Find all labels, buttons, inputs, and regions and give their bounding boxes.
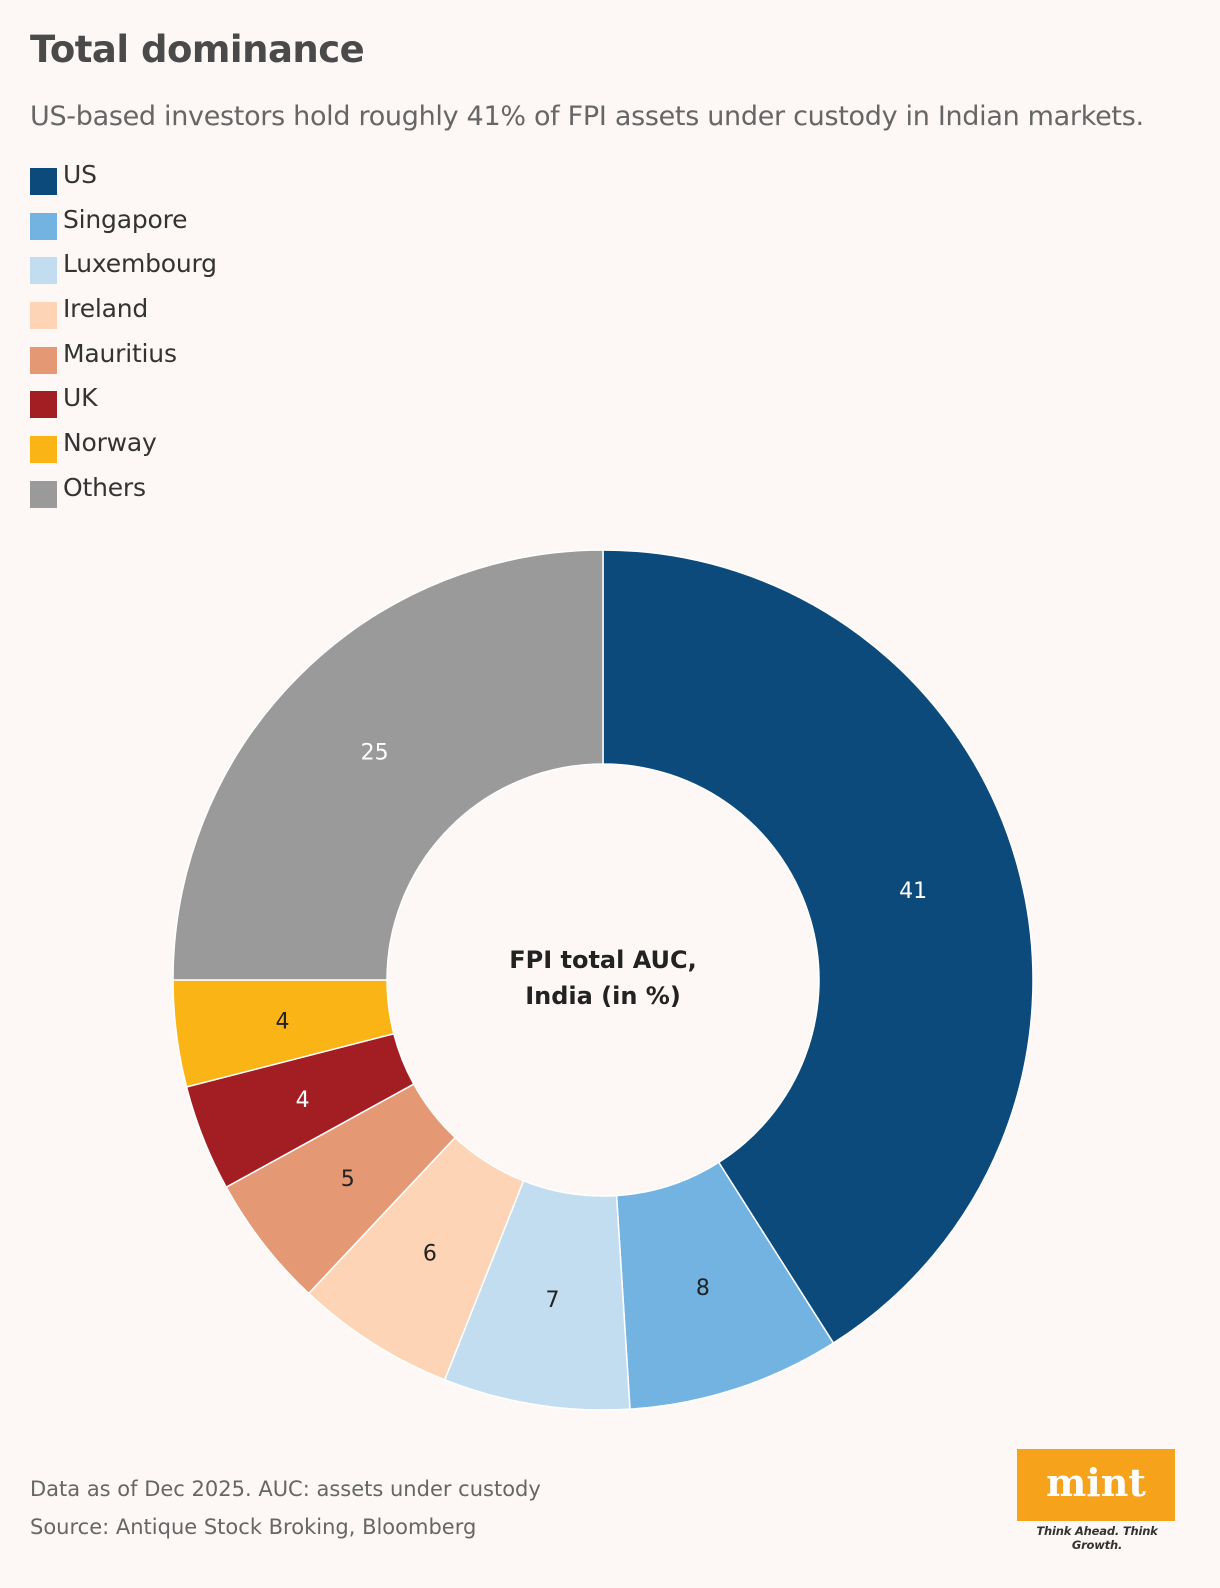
legend-swatch — [30, 391, 57, 419]
data-label: 8 — [696, 1276, 710, 1301]
data-label: 4 — [276, 1009, 290, 1034]
legend-label: Mauritius — [63, 338, 177, 368]
data-label: 7 — [545, 1288, 559, 1313]
data-label: 25 — [361, 741, 389, 766]
chart-title: Total dominance — [30, 28, 365, 71]
legend-swatch — [30, 302, 57, 330]
data-label: 4 — [296, 1088, 310, 1113]
legend-swatch — [30, 257, 57, 285]
data-label: 41 — [899, 879, 927, 904]
legend-swatch — [30, 346, 57, 374]
mint-logo: mint — [1017, 1449, 1175, 1521]
legend-label: Luxembourg — [63, 249, 217, 279]
legend-swatch — [30, 168, 57, 195]
center-label-line: India (in %) — [525, 982, 681, 1010]
chart-subtitle: US-based investors hold roughly 41% of F… — [30, 101, 1144, 132]
legend-swatch — [30, 212, 57, 240]
legend-label: Others — [63, 472, 146, 502]
legend-swatch — [30, 480, 57, 508]
legend-label: US — [63, 160, 97, 189]
data-label: 6 — [423, 1242, 437, 1267]
footer-note: Data as of Dec 2025. AUC: assets under c… — [30, 1477, 541, 1501]
center-label-line: FPI total AUC, — [509, 946, 697, 974]
legend-label: Singapore — [63, 204, 188, 234]
logo-tagline: Think Ahead. Think Growth. — [1036, 1524, 1158, 1552]
legend-label: Ireland — [63, 294, 149, 324]
legend-swatch — [30, 436, 57, 464]
data-label: 5 — [341, 1167, 355, 1192]
footer: Data as of Dec 2025. AUC: assets under c… — [30, 1470, 541, 1546]
slice-us — [602, 549, 1034, 1345]
legend-label: Norway — [63, 428, 157, 458]
legend-label: UK — [63, 383, 98, 413]
footer-source: Source: Antique Stock Broking, Bloomberg — [30, 1515, 477, 1539]
slice-others — [172, 549, 604, 981]
